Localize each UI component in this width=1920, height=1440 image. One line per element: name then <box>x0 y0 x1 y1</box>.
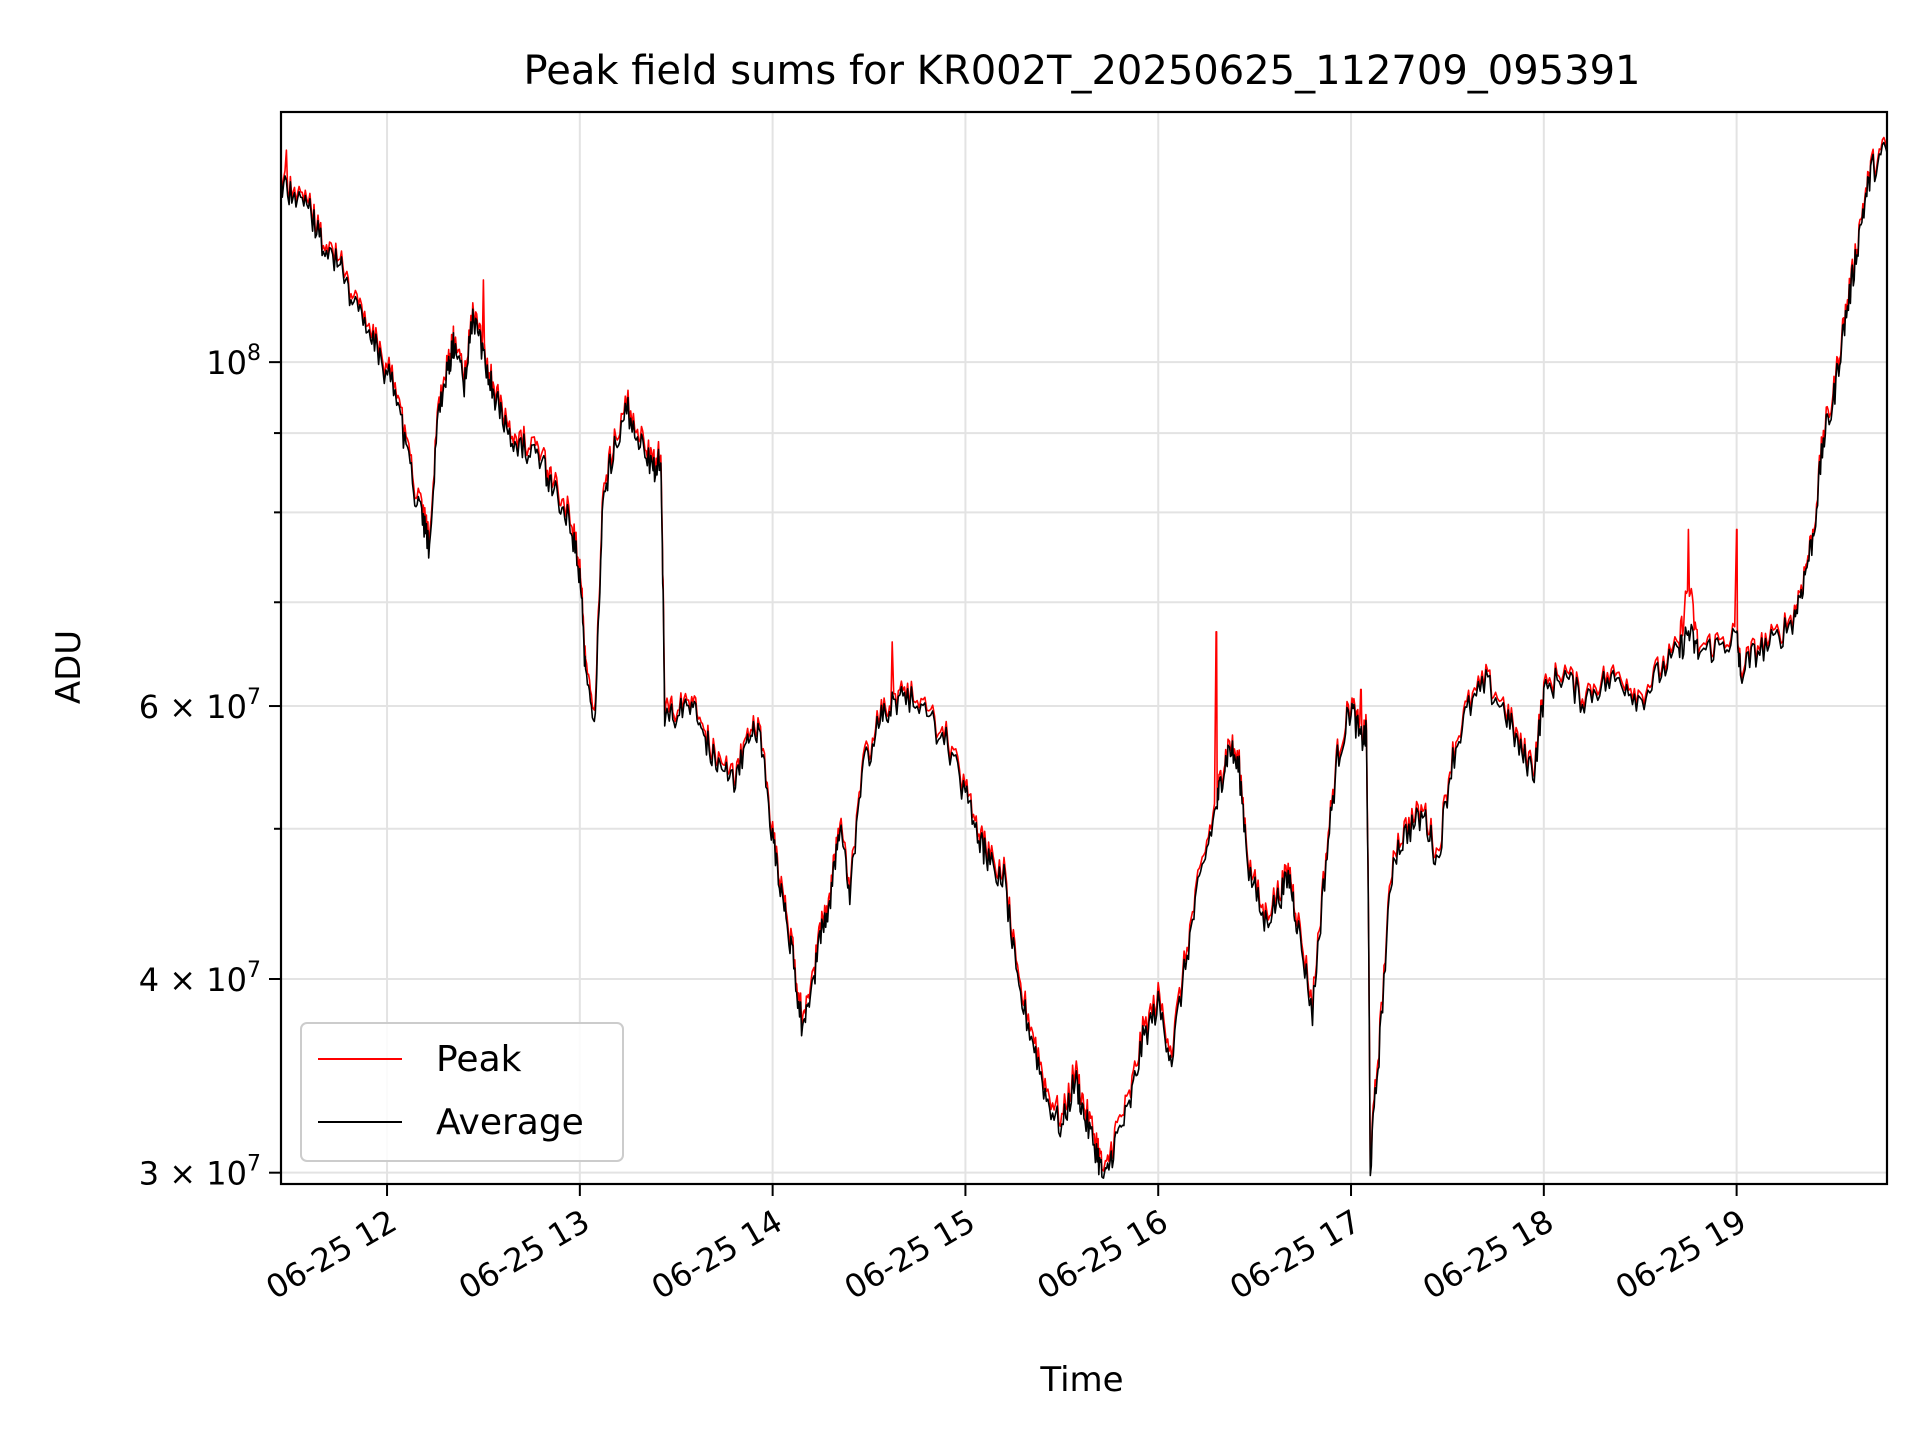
x-tick-label: 06-25 12 <box>259 1202 403 1307</box>
chart-title: Peak field sums for KR002T_20250625_1127… <box>524 48 1641 94</box>
y-tick-label: 6 × 107 <box>139 685 261 726</box>
y-tick-label: 4 × 107 <box>139 958 261 999</box>
plot-frame <box>279 110 1889 1186</box>
x-axis-label: Time <box>1039 1360 1123 1400</box>
x-tick-label: 06-25 16 <box>1031 1202 1175 1307</box>
series-line-peak <box>280 136 1888 1172</box>
x-tick-label: 06-25 18 <box>1416 1202 1560 1307</box>
series-line-average <box>280 141 1888 1179</box>
x-axis-ticks: 06-25 12 06-25 13 06-25 14 06-25 15 06-25 16… <box>259 1184 1753 1307</box>
x-tick-label: 06-25 19 <box>1609 1202 1753 1307</box>
legend-label-average: Average <box>436 1102 584 1143</box>
y-axis-label: ADU <box>49 630 89 704</box>
y-tick-label: 3 × 107 <box>139 1152 261 1193</box>
y-axis-ticks: 3 × 107 4 × 107 6 × 107 108 <box>139 341 281 1193</box>
legend: Peak Average <box>300 1022 624 1162</box>
y-tick-label: 108 <box>206 341 261 382</box>
x-tick-label: 06-25 14 <box>645 1202 789 1307</box>
legend-label-peak: Peak <box>436 1039 522 1080</box>
legend-box <box>300 1022 624 1162</box>
x-tick-label: 06-25 13 <box>452 1202 596 1307</box>
x-tick-label: 06-25 17 <box>1223 1202 1367 1307</box>
series-layer <box>280 136 1888 1179</box>
grid-layer <box>281 112 1887 1184</box>
x-tick-label: 06-25 15 <box>838 1202 982 1307</box>
